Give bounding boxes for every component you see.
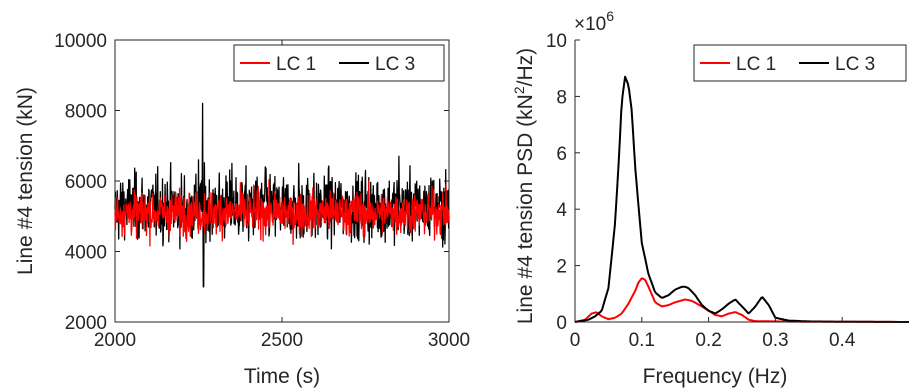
y-tick-label: 6000 xyxy=(65,172,107,193)
series-line-lc1 xyxy=(114,179,450,247)
x-axis-label: Frequency (Hz) xyxy=(643,365,788,388)
y-axis-label: Line #4 tension PSD (kN2/Hz) xyxy=(511,48,537,324)
y-axis-label-sup: 2 xyxy=(511,86,527,94)
psd-chart: 0 0.1 0.2 0.3 0.4 0 2 4 6 8 10 Frequency (Hz) Line… xyxy=(511,8,909,388)
x-tick-label: 0.3 xyxy=(762,330,788,351)
x-tick-label: 2500 xyxy=(261,330,303,351)
legend: LC 1 LC 3 xyxy=(693,44,907,82)
x-axis-label: Time (s) xyxy=(244,365,320,388)
series-line-lc3 xyxy=(574,75,909,323)
y-axis-label: Line #4 tension (kN) xyxy=(14,87,37,275)
y-tick-label: 2000 xyxy=(65,313,107,334)
series-group xyxy=(574,75,909,323)
exponent-power: 6 xyxy=(606,8,614,24)
x-tick-label: 0 xyxy=(570,330,581,351)
series-group xyxy=(114,102,450,288)
y-tick-label: 4000 xyxy=(65,243,107,264)
legend-label-lc3: LC 3 xyxy=(375,54,415,75)
y-axis-label-main: Line #4 tension PSD (kN xyxy=(514,94,537,324)
y-tick-label: 8 xyxy=(556,87,567,108)
x-tick-label: 2000 xyxy=(94,330,136,351)
time-series-chart: 2000 2500 3000 2000 4000 6000 8000 10000 Time (… xyxy=(14,31,470,388)
ticks-group: 0 0.1 0.2 0.3 0.4 0 2 4 6 8 10 xyxy=(546,31,856,351)
y-axis-label-end: /Hz) xyxy=(514,48,537,87)
x-tick-label: 0.1 xyxy=(629,330,655,351)
y-tick-label: 2 xyxy=(556,257,567,278)
exponent-label: ×106 xyxy=(574,8,614,35)
y-tick-label: 6 xyxy=(556,144,567,165)
legend-label-lc1: LC 1 xyxy=(276,54,316,75)
y-tick-label: 8000 xyxy=(65,102,107,123)
y-tick-label: 10000 xyxy=(54,31,107,52)
series-line-lc1 xyxy=(574,277,909,323)
x-tick-label: 3000 xyxy=(428,330,470,351)
legend-label-lc3: LC 3 xyxy=(835,54,875,75)
x-tick-label: 0.2 xyxy=(695,330,721,351)
legend: LC 1 LC 3 xyxy=(233,44,445,82)
ticks-group: 2000 2500 3000 2000 4000 6000 8000 10000 xyxy=(54,31,470,351)
y-tick-label: 0 xyxy=(556,313,567,334)
legend-label-lc1: LC 1 xyxy=(736,54,776,75)
y-tick-label: 4 xyxy=(556,200,567,221)
exponent-base: ×10 xyxy=(574,14,606,35)
y-tick-label: 10 xyxy=(546,31,567,52)
x-tick-label: 0.4 xyxy=(829,330,856,351)
